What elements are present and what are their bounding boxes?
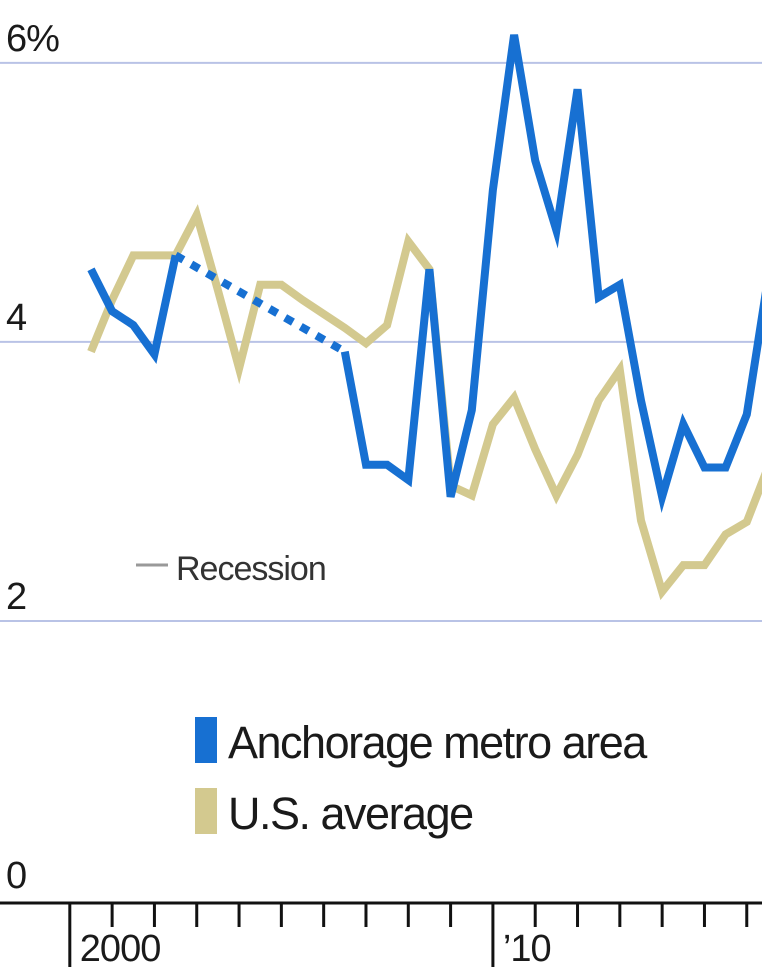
legend-swatch: [195, 788, 217, 834]
legend-label: U.S. average: [228, 788, 473, 839]
x-tick-label: 2000: [80, 928, 161, 970]
y-tick-label: 0: [6, 855, 26, 897]
recession-label: Recession: [176, 550, 326, 588]
legend-label: Anchorage metro area: [228, 717, 648, 768]
x-tick-label: ’10: [503, 928, 551, 970]
y-tick-label: 2: [6, 576, 26, 618]
series-line: [87, 34, 762, 513]
gap-connector: [173, 251, 347, 356]
y-tick-label: 6%: [6, 18, 59, 60]
legend-swatch: [195, 717, 217, 763]
y-tick-label: 4: [6, 297, 27, 339]
